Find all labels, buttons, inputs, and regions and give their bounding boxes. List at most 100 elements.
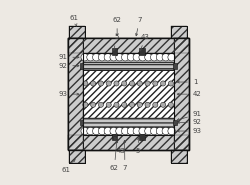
Bar [139, 134, 145, 140]
Circle shape [130, 81, 134, 86]
Circle shape [127, 53, 135, 61]
Circle shape [110, 127, 117, 135]
Text: 92: 92 [177, 120, 202, 125]
Bar [82, 118, 174, 127]
Circle shape [81, 53, 88, 61]
Bar [69, 150, 86, 162]
Bar [112, 134, 117, 140]
Circle shape [114, 102, 119, 107]
Circle shape [104, 127, 112, 135]
Circle shape [145, 53, 152, 61]
Bar [82, 70, 174, 118]
Circle shape [122, 102, 127, 107]
Circle shape [90, 102, 96, 107]
Circle shape [168, 102, 173, 107]
Circle shape [92, 127, 100, 135]
Bar [82, 62, 174, 70]
Bar [174, 38, 189, 150]
Text: 5: 5 [113, 34, 119, 51]
Circle shape [139, 53, 146, 61]
Circle shape [122, 53, 129, 61]
Bar [68, 38, 189, 150]
Bar [68, 135, 189, 150]
Circle shape [150, 53, 158, 61]
Bar [171, 150, 187, 162]
Bar [69, 150, 86, 162]
Bar [82, 70, 174, 118]
Bar [173, 63, 176, 69]
Text: 61: 61 [62, 159, 75, 173]
Circle shape [168, 81, 173, 86]
Circle shape [116, 53, 123, 61]
Bar [139, 48, 145, 55]
Circle shape [162, 53, 170, 61]
Circle shape [153, 81, 158, 86]
Bar [82, 53, 174, 62]
Circle shape [133, 127, 140, 135]
Circle shape [145, 127, 152, 135]
Circle shape [137, 81, 142, 86]
Bar [69, 26, 86, 38]
Circle shape [156, 127, 164, 135]
Text: 62: 62 [110, 140, 119, 171]
Bar [82, 118, 174, 127]
Circle shape [160, 102, 166, 107]
Circle shape [106, 81, 111, 86]
Bar [82, 62, 174, 70]
Circle shape [122, 127, 129, 135]
Circle shape [145, 81, 150, 86]
Bar [171, 26, 187, 38]
Circle shape [90, 81, 96, 86]
Circle shape [153, 102, 158, 107]
Text: 7: 7 [136, 17, 142, 36]
Text: 43: 43 [114, 137, 126, 154]
Bar [68, 38, 189, 150]
Bar [171, 150, 187, 162]
Bar [82, 127, 174, 135]
Circle shape [145, 102, 150, 107]
Bar [174, 38, 189, 150]
Circle shape [83, 81, 88, 86]
Bar [171, 26, 187, 38]
Text: 93: 93 [177, 128, 202, 134]
Bar [68, 38, 82, 150]
Bar [171, 150, 187, 162]
Circle shape [87, 53, 94, 61]
Bar [68, 135, 189, 150]
Bar [69, 150, 86, 162]
Circle shape [83, 102, 88, 107]
Circle shape [168, 53, 175, 61]
Circle shape [162, 127, 170, 135]
Circle shape [104, 53, 112, 61]
Bar [69, 26, 86, 38]
Bar [68, 38, 189, 53]
Bar [112, 48, 117, 55]
Circle shape [133, 53, 140, 61]
Circle shape [127, 127, 135, 135]
Text: 1: 1 [177, 79, 198, 85]
Circle shape [114, 81, 119, 86]
Circle shape [98, 53, 106, 61]
Circle shape [156, 53, 164, 61]
Bar [80, 120, 83, 125]
Circle shape [110, 53, 117, 61]
Circle shape [106, 102, 111, 107]
Text: 91: 91 [177, 111, 202, 121]
Text: 7: 7 [123, 140, 127, 171]
Circle shape [87, 127, 94, 135]
Bar [171, 26, 187, 38]
Circle shape [160, 81, 166, 86]
Circle shape [168, 127, 175, 135]
Bar [68, 38, 189, 53]
Text: 91: 91 [58, 54, 79, 60]
Bar [68, 38, 82, 150]
Bar [82, 53, 174, 135]
Text: 93: 93 [58, 91, 79, 97]
Bar [80, 63, 83, 69]
Text: 42: 42 [177, 91, 202, 97]
Bar [82, 53, 174, 135]
Circle shape [130, 102, 134, 107]
Circle shape [98, 127, 106, 135]
Text: 61: 61 [70, 15, 79, 26]
Circle shape [139, 127, 146, 135]
